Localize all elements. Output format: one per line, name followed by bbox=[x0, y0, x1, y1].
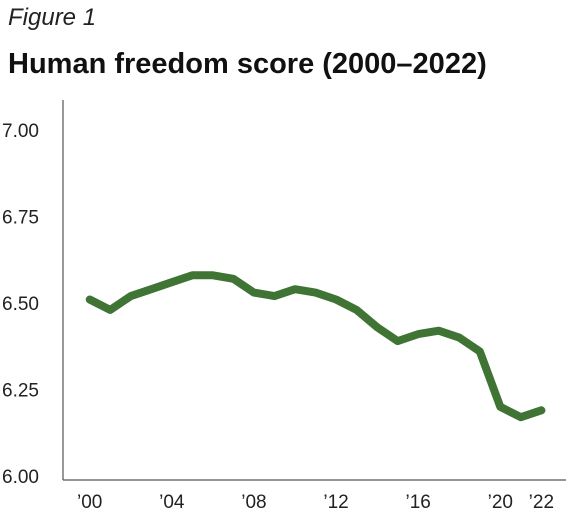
x-tick-label: ’12 bbox=[323, 492, 348, 513]
x-tick-label: ’08 bbox=[241, 492, 266, 513]
x-tick-labels: ’00 ’04 ’08 ’12 ’16 ’20 ’22 bbox=[77, 492, 554, 513]
x-tick-label: ’22 bbox=[529, 492, 554, 513]
y-tick-labels: 6.00 6.25 6.50 6.75 7.00 bbox=[2, 121, 39, 488]
y-tick-label: 6.75 bbox=[2, 208, 39, 229]
x-tick-label: ’16 bbox=[405, 492, 430, 513]
x-tick-label: ’20 bbox=[488, 492, 513, 513]
chart-title: Human freedom score (2000–2022) bbox=[8, 48, 487, 80]
y-tick-label: 6.25 bbox=[2, 381, 39, 402]
y-tick-label: 6.00 bbox=[2, 467, 39, 488]
y-tick-label: 6.50 bbox=[2, 294, 39, 315]
y-tick-label: 7.00 bbox=[2, 121, 39, 142]
series-line bbox=[85, 271, 546, 422]
x-tick-label: ’00 bbox=[77, 492, 102, 513]
figure-label: Figure 1 bbox=[8, 4, 97, 31]
x-tick-label: ’04 bbox=[159, 492, 185, 513]
